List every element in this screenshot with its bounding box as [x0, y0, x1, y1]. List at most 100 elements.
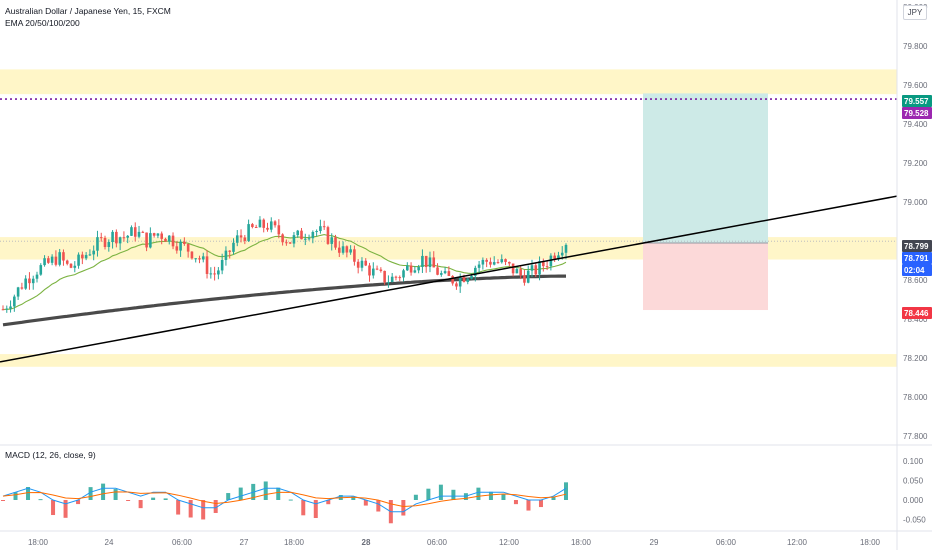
candle-body	[485, 259, 488, 262]
candle-body	[440, 273, 443, 275]
price-badge	[902, 264, 932, 276]
macd-histogram-bar	[538, 500, 543, 508]
candle-body	[383, 270, 386, 283]
candle-body	[81, 254, 84, 259]
macd-legend: MACD (12, 26, close, 9)	[5, 450, 96, 460]
macd-histogram-bar	[513, 500, 518, 505]
candle-body	[292, 235, 296, 244]
candle-body	[428, 257, 432, 268]
candle-body	[1, 309, 5, 311]
long-position-tool[interactable]	[643, 93, 768, 311]
candle-body	[251, 224, 254, 227]
candle-body	[235, 235, 239, 243]
candle-body	[436, 267, 439, 275]
macd-histogram-bar	[88, 487, 93, 500]
candle-body	[421, 255, 424, 268]
candle-body	[77, 254, 80, 266]
candle-body	[126, 235, 129, 238]
macd-histogram-bar	[101, 483, 106, 500]
candle-body	[217, 270, 220, 275]
time-tick-label: 29	[650, 538, 659, 547]
candle-body	[534, 265, 538, 275]
currency-button[interactable]: JPY	[903, 5, 927, 20]
price-tick-label: 79.400	[903, 120, 928, 129]
stop-area	[643, 242, 768, 311]
horizontal-levels	[0, 98, 897, 242]
macd-tick-label: 0.100	[903, 457, 924, 466]
macd-histogram-bar	[326, 500, 331, 505]
price-tick-label: 79.000	[903, 198, 928, 207]
macd-histogram-bar	[501, 494, 506, 500]
candle-body	[447, 271, 451, 276]
candle-body	[179, 241, 182, 251]
candle-body	[58, 252, 61, 265]
candle-body	[175, 246, 179, 251]
macd-histogram-bar	[288, 499, 293, 501]
price-tick-label: 79.600	[903, 81, 928, 90]
trendline-line	[0, 195, 898, 363]
macd-histogram-bar	[238, 487, 243, 500]
macd-histogram-bar	[226, 493, 231, 500]
candle-body	[311, 231, 315, 239]
candle-body	[353, 249, 356, 262]
price-badge	[902, 240, 932, 252]
candle-body	[470, 275, 473, 279]
price-badge	[902, 95, 932, 107]
candle-body	[190, 251, 194, 259]
candle-body	[424, 255, 428, 268]
candle-body	[519, 269, 522, 276]
candle-body	[43, 258, 46, 266]
macd-histogram-bar	[163, 498, 168, 500]
candle-body	[330, 237, 334, 244]
candle-body	[458, 277, 462, 287]
candle-body	[326, 227, 330, 244]
time-tick-label: 06:00	[172, 538, 193, 547]
candle-body	[111, 231, 114, 243]
macd-histogram-bar	[151, 497, 156, 500]
macd-line	[2, 487, 567, 513]
ema-lines	[2, 234, 567, 327]
macd-histogram-bar	[176, 500, 181, 515]
candle-body	[360, 260, 364, 268]
candle-body	[379, 269, 383, 271]
candle-body	[523, 275, 526, 283]
macd-histogram-bar	[351, 496, 356, 500]
macd-histogram-bar	[551, 496, 556, 500]
candle-body	[232, 242, 235, 252]
macd-histogram-bar	[451, 489, 456, 500]
candle-body	[35, 274, 39, 279]
price-badges: 79.557 79.528 78.799 78.791 02:04 78.446	[902, 95, 932, 319]
candle-body	[141, 231, 145, 233]
time-tick-label: 12:00	[499, 538, 520, 547]
candle-body	[417, 267, 420, 271]
candle-body	[530, 265, 534, 271]
candle-body	[394, 276, 398, 278]
candle-body	[84, 255, 88, 259]
macd-histogram-bar	[188, 500, 193, 518]
candle-body	[273, 221, 277, 226]
candle-body	[413, 270, 417, 273]
candle-body	[73, 265, 77, 268]
price-badge-label: 79.528	[904, 109, 929, 118]
candle-body	[96, 237, 99, 251]
trendline[interactable]	[0, 195, 898, 363]
price-tick-label: 78.600	[903, 276, 928, 285]
candle-body	[258, 219, 262, 228]
candle-body	[198, 258, 201, 260]
macd-histogram-bar	[26, 487, 31, 500]
macd-histogram-bar	[363, 500, 368, 506]
candlestick-series	[1, 216, 568, 313]
candle-body	[54, 256, 58, 265]
candle-body	[511, 263, 515, 274]
macd-histogram-bar	[263, 481, 268, 500]
candle-body	[285, 242, 288, 244]
candle-body	[224, 250, 228, 260]
zone-0	[0, 69, 897, 95]
candle-body	[20, 287, 24, 289]
macd-histogram-bar	[126, 500, 131, 501]
candle-body	[553, 255, 556, 260]
price-tick-label: 77.800	[903, 432, 928, 441]
macd-histogram-bar	[313, 500, 318, 519]
candle-body	[504, 259, 507, 262]
